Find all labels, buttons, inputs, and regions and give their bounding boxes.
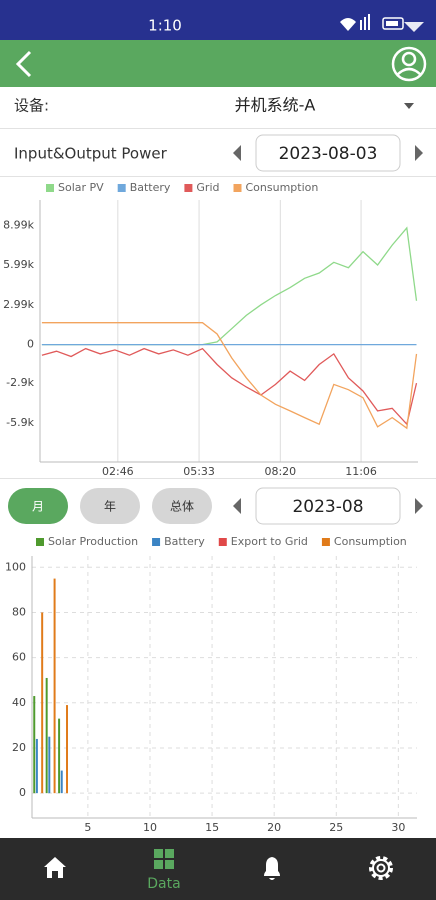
series-line (41, 322, 418, 430)
series-line (41, 347, 418, 426)
y-tick-label: 0 (19, 786, 26, 799)
y-tick-label: 5.99k (3, 258, 34, 271)
device-label: 设备: (14, 97, 49, 115)
next-date[interactable] (415, 145, 423, 161)
x-tick-label: 15 (205, 821, 219, 834)
x-tick-label: 25 (329, 821, 343, 834)
bar (58, 718, 61, 794)
y-tick-label: 40 (12, 696, 26, 709)
nav-settings[interactable] (369, 856, 393, 880)
period-date-box[interactable] (255, 487, 401, 525)
prev-date[interactable] (233, 145, 241, 161)
tab-label[interactable]: 月 (32, 500, 44, 514)
y-tick-label: 0 (27, 338, 34, 351)
bar (53, 578, 56, 794)
legend-label: Consumption (246, 181, 319, 194)
bar (41, 612, 44, 794)
tab-total[interactable] (152, 488, 212, 524)
bar (66, 705, 68, 794)
status-bar (0, 0, 436, 40)
dropdown-arrow[interactable] (404, 103, 414, 109)
app-header (0, 40, 436, 87)
y-tick-label: -5.9k (6, 416, 34, 429)
tab-label[interactable]: 年 (104, 500, 116, 514)
bottom-nav (0, 838, 436, 900)
date-value[interactable]: 2023-08-03 (279, 144, 378, 164)
x-tick-label: 30 (391, 821, 405, 834)
legend-label: Solar Production (48, 535, 138, 548)
back-button[interactable] (15, 50, 32, 78)
device-value[interactable]: 并机系统-A (235, 96, 316, 115)
y-tick-label: 80 (12, 605, 26, 618)
legend-swatch (321, 538, 330, 546)
legend-swatch (233, 184, 242, 192)
bar (35, 738, 38, 794)
x-tick-label: 11:06 (345, 465, 377, 478)
status-time: 1:10 (148, 17, 182, 35)
divider (0, 478, 436, 479)
tab-year[interactable] (80, 488, 140, 524)
y-tick-label: 20 (12, 741, 26, 754)
divider (0, 176, 436, 177)
y-tick-label: 60 (12, 651, 26, 664)
legend-swatch (152, 538, 161, 546)
legend-swatch (36, 538, 44, 546)
legend-label: Export to Grid (231, 535, 308, 548)
legend-label: Battery (164, 535, 205, 548)
date-box[interactable] (255, 134, 401, 172)
legend-label: Consumption (334, 535, 407, 548)
bar (45, 677, 48, 794)
x-tick-label: 10 (143, 821, 157, 834)
nav-home[interactable] (44, 857, 66, 878)
section-title: Input&Output Power (14, 145, 168, 163)
tab-month[interactable] (8, 488, 68, 524)
bar (60, 770, 63, 794)
legend-swatch (218, 538, 227, 546)
y-tick-label: 2.99k (3, 298, 34, 311)
y-tick-label: -2.9k (6, 376, 34, 389)
x-tick-label: 05:33 (183, 465, 215, 478)
nav-data[interactable] (154, 849, 174, 869)
x-tick-label: 20 (267, 821, 281, 834)
x-tick-label: 02:46 (102, 465, 134, 478)
y-tick-label: 100 (5, 560, 26, 573)
legend-swatch (46, 184, 54, 192)
prev-period[interactable] (233, 498, 241, 514)
series-line (41, 226, 418, 346)
legend-label: Solar PV (58, 181, 104, 194)
nav-alerts[interactable] (264, 857, 280, 880)
status-icons (340, 14, 424, 32)
x-tick-label: 5 (84, 821, 91, 834)
legend-swatch (184, 184, 193, 192)
profile-button[interactable] (391, 46, 427, 82)
bar (48, 736, 51, 794)
legend-label: Grid (196, 181, 219, 194)
legend-swatch (117, 184, 126, 192)
bar (33, 696, 36, 794)
legend-label: Battery (130, 181, 171, 194)
tab-label[interactable]: 总体 (170, 500, 194, 514)
period-date[interactable]: 2023-08 (292, 497, 363, 517)
nav-data-label[interactable]: Data (147, 876, 180, 892)
divider (0, 128, 436, 129)
y-tick-label: 8.99k (3, 218, 34, 231)
x-tick-label: 08:20 (264, 465, 296, 478)
next-period[interactable] (415, 498, 423, 514)
